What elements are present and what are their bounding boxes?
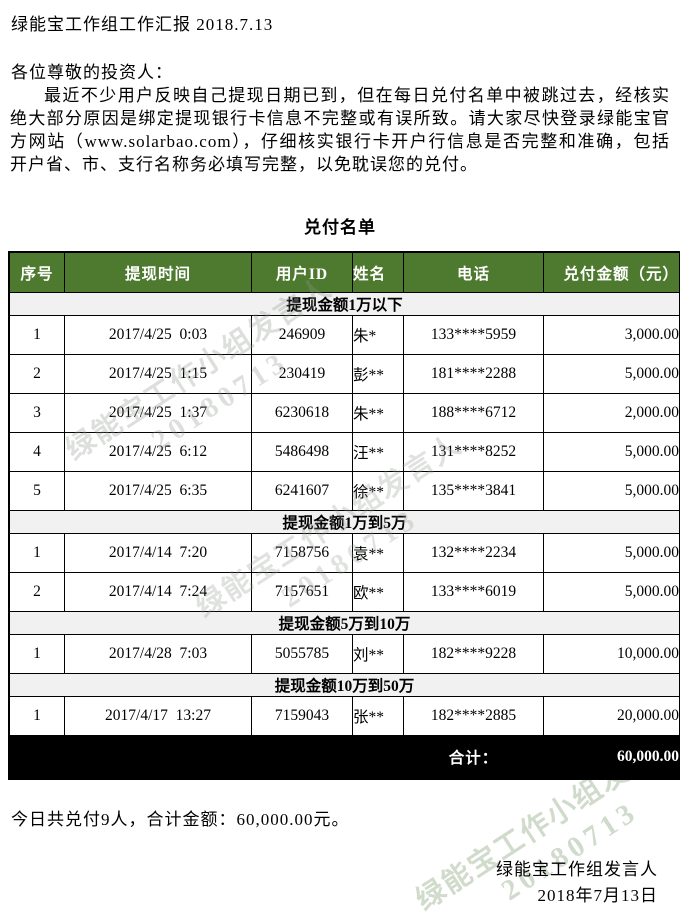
table-row: 1 2017/4/25 0:03 246909 朱* 133****5959 3,000.… — [8, 315, 680, 355]
table-cell: 5,000.00 — [543, 533, 680, 573]
table-cell: 181****2288 — [403, 354, 544, 394]
table-cell: 2 — [8, 572, 65, 612]
table-cell: 1 — [8, 696, 65, 736]
table-cell: 135****3841 — [403, 471, 544, 511]
salutation: 各位尊敬的投资人： — [11, 63, 173, 82]
table-cell: 张** — [352, 696, 404, 736]
section-label: 提现金额1万到5万 — [8, 510, 680, 534]
table-row: 2 2017/4/25 1:15 230419 彭** 181****2288 5,000… — [8, 354, 680, 394]
column-header: 电话 — [403, 251, 544, 293]
table-cell: 5,000.00 — [543, 432, 680, 472]
table-cell: 7159043 — [251, 696, 353, 736]
table-cell: 朱* — [352, 315, 404, 355]
table-cell: 2017/4/17 13:27 — [64, 696, 252, 736]
table-cell: 182****2885 — [403, 696, 544, 736]
table-row: 2 2017/4/14 7:24 7157651 欧** 133****6019 5,00… — [8, 572, 680, 612]
section-header-row: 提现金额1万以下 — [8, 292, 680, 316]
table-cell: 2017/4/25 6:12 — [64, 432, 252, 472]
table-cell: 5486498 — [251, 432, 353, 472]
table-cell: 5 — [8, 471, 65, 511]
column-header: 提现时间 — [64, 251, 252, 293]
total-amount: 60,000.00 — [543, 735, 680, 780]
table-cell: 彭** — [352, 354, 404, 394]
total-spacer — [8, 735, 404, 780]
payout-table: 序号 提现时间 用户ID 姓名 电话 兑付金额（元） 提现金额1万以下 1 2017/4/25… — [8, 251, 680, 780]
total-row: 合计： 60,000.00 — [8, 735, 680, 780]
total-label: 合计： — [403, 735, 544, 780]
table-cell: 132****2234 — [403, 533, 544, 573]
table-header-row: 序号 提现时间 用户ID 姓名 电话 兑付金额（元） — [8, 251, 680, 293]
table-cell: 1 — [8, 533, 65, 573]
table-cell: 182****9228 — [403, 634, 544, 674]
table-cell: 131****8252 — [403, 432, 544, 472]
signature-name: 绿能宝工作组发言人 — [496, 860, 658, 879]
table-row: 5 2017/4/25 6:35 6241607 徐** 135****3841 5,00… — [8, 471, 680, 511]
table-cell: 2017/4/14 7:20 — [64, 533, 252, 573]
table-cell: 133****5959 — [403, 315, 544, 355]
table-cell: 2 — [8, 354, 65, 394]
table-cell: 3,000.00 — [543, 315, 680, 355]
table-cell: 5,000.00 — [543, 354, 680, 394]
signature-date: 2018年7月13日 — [537, 886, 658, 905]
table-cell: 6230618 — [251, 393, 353, 433]
table-row: 4 2017/4/25 6:12 5486498 汪** 131****8252 5,00… — [8, 432, 680, 472]
signature-block: 绿能宝工作组发言人 2018年7月13日 — [8, 857, 672, 909]
table-cell: 刘** — [352, 634, 404, 674]
table-row: 1 2017/4/14 7:20 7158756 袁** 132****2234 5,00… — [8, 533, 680, 573]
column-header: 姓名 — [352, 251, 404, 293]
table-cell: 2,000.00 — [543, 393, 680, 433]
table-cell: 230419 — [251, 354, 353, 394]
table-cell: 欧** — [352, 572, 404, 612]
table-cell: 朱** — [352, 393, 404, 433]
table-cell: 20,000.00 — [543, 696, 680, 736]
table-cell: 5,000.00 — [543, 471, 680, 511]
document-title: 绿能宝工作组工作汇报 2018.7.13 — [11, 15, 274, 34]
table-cell: 2017/4/25 0:03 — [64, 315, 252, 355]
table-cell: 2017/4/25 1:15 — [64, 354, 252, 394]
table-cell: 2017/4/14 7:24 — [64, 572, 252, 612]
section-label: 提现金额10万到50万 — [8, 673, 680, 697]
summary-line: 今日共兑付9人，合计金额：60,000.00元。 — [11, 810, 350, 829]
table-cell: 246909 — [251, 315, 353, 355]
table-cell: 5,000.00 — [543, 572, 680, 612]
table-cell: 7158756 — [251, 533, 353, 573]
table-cell: 133****6019 — [403, 572, 544, 612]
table-cell: 袁** — [352, 533, 404, 573]
table-cell: 10,000.00 — [543, 634, 680, 674]
table-cell: 7157651 — [251, 572, 353, 612]
body-paragraph: 最近不少用户反映自己提现日期已到，但在每日兑付名单中被跳过去，经核实绝大部分原因… — [10, 86, 670, 174]
table-cell: 188****6712 — [403, 393, 544, 433]
table-cell: 1 — [8, 315, 65, 355]
table-cell: 2017/4/28 7:03 — [64, 634, 252, 674]
column-header: 用户ID — [251, 251, 353, 293]
section-label: 提现金额5万到10万 — [8, 611, 680, 635]
table-row: 3 2017/4/25 1:37 6230618 朱** 188****6712 2,00… — [8, 393, 680, 433]
table-cell: 汪** — [352, 432, 404, 472]
column-header: 兑付金额（元） — [543, 251, 680, 293]
table-cell: 5055785 — [251, 634, 353, 674]
section-header-row: 提现金额10万到50万 — [8, 673, 680, 697]
column-header: 序号 — [8, 251, 65, 293]
table-cell: 4 — [8, 432, 65, 472]
table-title: 兑付名单 — [304, 218, 376, 237]
table-row: 1 2017/4/28 7:03 5055785 刘** 182****9228 10,0… — [8, 634, 680, 674]
section-header-row: 提现金额5万到10万 — [8, 611, 680, 635]
section-label: 提现金额1万以下 — [8, 292, 680, 316]
table-row: 1 2017/4/17 13:27 7159043 张** 182****2885 20,… — [8, 696, 680, 736]
table-cell: 2017/4/25 6:35 — [64, 471, 252, 511]
table-cell: 1 — [8, 634, 65, 674]
table-cell: 3 — [8, 393, 65, 433]
section-header-row: 提现金额1万到5万 — [8, 510, 680, 534]
table-cell: 徐** — [352, 471, 404, 511]
table-cell: 6241607 — [251, 471, 353, 511]
table-cell: 2017/4/25 1:37 — [64, 393, 252, 433]
